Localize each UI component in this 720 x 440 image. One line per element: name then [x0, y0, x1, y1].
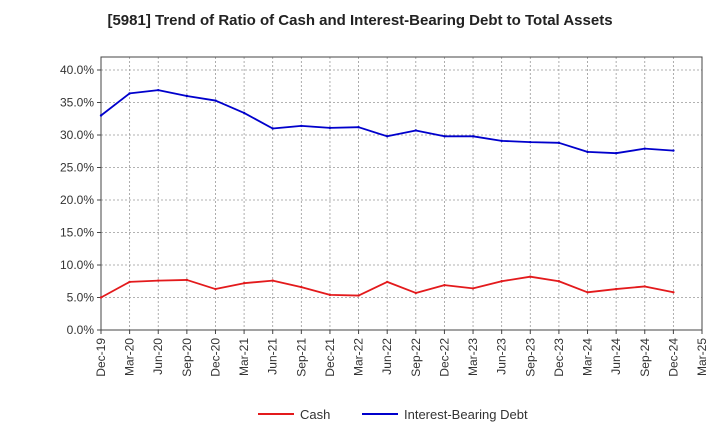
- data-point-cash: [185, 278, 189, 282]
- y-tick-label: 15.0%: [60, 226, 94, 240]
- x-tick-label: Dec-21: [323, 338, 337, 377]
- data-point-interest-bearing-debt: [443, 135, 446, 138]
- data-point-cash: [214, 287, 217, 291]
- x-tick-label: Jun-23: [495, 338, 509, 375]
- x-tick-label: Mar-20: [123, 338, 137, 376]
- y-tick-label: 5.0%: [67, 291, 95, 305]
- data-point-cash: [557, 280, 561, 283]
- data-point-cash: [586, 291, 589, 294]
- x-tick-label: Jun-21: [266, 338, 280, 375]
- y-tick-label: 20.0%: [60, 193, 94, 207]
- x-tick-label: Dec-20: [208, 338, 222, 377]
- data-point-cash: [357, 294, 360, 297]
- data-point-interest-bearing-debt: [672, 149, 675, 152]
- x-tick-label: Sep-20: [180, 338, 194, 377]
- y-tick-label: 25.0%: [60, 161, 94, 175]
- y-tick-label: 10.0%: [60, 258, 94, 272]
- data-point-interest-bearing-debt: [271, 127, 274, 130]
- x-tick-label: Sep-22: [409, 338, 423, 377]
- data-point-interest-bearing-debt: [99, 114, 103, 117]
- data-point-interest-bearing-debt: [185, 94, 189, 98]
- x-tick-label: Jun-24: [609, 338, 623, 375]
- x-tick-label: Dec-24: [666, 338, 680, 377]
- plot-frame: [100, 56, 703, 331]
- data-point-cash: [385, 280, 389, 284]
- data-point-interest-bearing-debt: [471, 135, 475, 138]
- x-tick-label: Sep-21: [294, 338, 308, 377]
- data-point-cash: [443, 283, 446, 287]
- data-point-cash: [157, 279, 160, 282]
- data-point-cash: [529, 275, 532, 278]
- legend-label-cash: Cash: [300, 407, 330, 422]
- x-tick-label: Mar-22: [352, 338, 366, 376]
- data-point-cash: [643, 285, 646, 288]
- data-point-interest-bearing-debt: [157, 88, 160, 92]
- grid-layer: [101, 57, 702, 330]
- data-point-cash: [672, 291, 675, 294]
- data-point-interest-bearing-debt: [357, 126, 360, 129]
- x-tick-label: Dec-22: [437, 338, 451, 377]
- x-tick-label: Jun-20: [151, 338, 165, 375]
- x-tick-label: Sep-23: [523, 338, 537, 377]
- legend-label-interest-bearing-debt: Interest-Bearing Debt: [404, 407, 528, 422]
- data-point-cash: [242, 282, 246, 285]
- x-tick-label: Jun-22: [380, 338, 394, 375]
- data-point-cash: [328, 293, 332, 297]
- y-tick-label: 0.0%: [67, 323, 95, 337]
- x-tick-label: Mar-21: [237, 338, 251, 376]
- data-point-cash: [414, 291, 418, 295]
- data-point-interest-bearing-debt: [586, 150, 589, 154]
- chart-title: [5981] Trend of Ratio of Cash and Intere…: [107, 12, 613, 29]
- series-layer: [99, 88, 675, 299]
- data-point-interest-bearing-debt: [643, 147, 646, 150]
- y-tick-label: 35.0%: [60, 96, 94, 110]
- x-tick-label: Mar-23: [466, 338, 480, 376]
- y-tick-label: 30.0%: [60, 128, 94, 142]
- data-point-cash: [128, 280, 131, 284]
- x-tick-label: Mar-24: [581, 338, 595, 376]
- data-point-interest-bearing-debt: [614, 152, 618, 155]
- data-point-interest-bearing-debt: [529, 140, 532, 144]
- legend: Cash Interest-Bearing Debt: [258, 407, 528, 422]
- data-point-interest-bearing-debt: [214, 99, 217, 102]
- data-point-interest-bearing-debt: [500, 139, 503, 143]
- x-tick-label: Dec-23: [552, 338, 566, 377]
- data-point-cash: [471, 287, 475, 290]
- data-point-interest-bearing-debt: [128, 92, 131, 95]
- data-point-interest-bearing-debt: [385, 135, 389, 138]
- data-point-interest-bearing-debt: [557, 141, 561, 144]
- axes-layer: 0.0% 5.0% 10.0% 15.0% 20.0% 25.0% 30.0% 35.0% 40…: [60, 56, 709, 377]
- x-tick-label: Sep-24: [638, 338, 652, 377]
- data-point-cash: [614, 287, 618, 291]
- x-tick-label: Mar-25: [695, 338, 709, 376]
- data-point-cash: [271, 279, 274, 282]
- data-point-interest-bearing-debt: [328, 126, 332, 130]
- data-point-interest-bearing-debt: [300, 124, 303, 128]
- data-point-cash: [300, 285, 303, 289]
- data-point-interest-bearing-debt: [414, 129, 418, 132]
- data-point-cash: [99, 296, 103, 299]
- data-point-interest-bearing-debt: [242, 111, 246, 115]
- data-point-cash: [500, 280, 503, 283]
- x-tick-label: Dec-19: [94, 338, 108, 377]
- y-tick-label: 40.0%: [60, 63, 94, 77]
